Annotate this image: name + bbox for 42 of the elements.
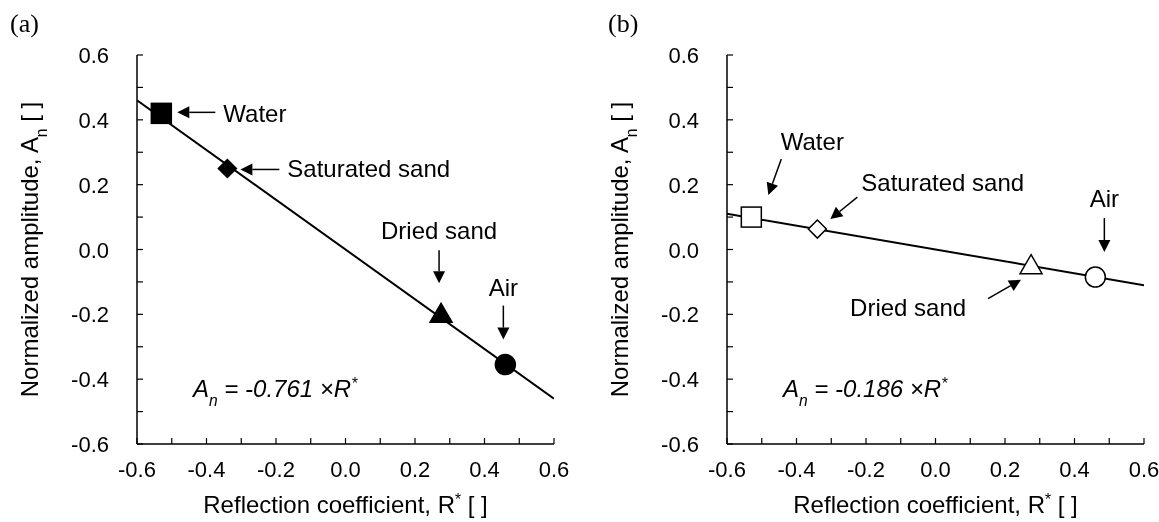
y-tick-label: -0.4 [71, 367, 109, 393]
annotation: A$_{n}$ = -0.761 ×R$^{*}$ [191, 374, 359, 409]
x-axis-title: Reflection coefficient, R$^{*}$ [ ] [203, 490, 488, 518]
annotation: A$_{n}$ = -0.186 ×R$^{*}$ [781, 374, 949, 409]
annotation: Air [1089, 185, 1120, 213]
annotation: Saturated sand [287, 155, 451, 183]
chart-title: (b) [608, 9, 639, 38]
y-tick-label: 0.6 [668, 43, 699, 68]
x-tick-label: -0.4 [777, 457, 816, 482]
x-tick-label: 0.4 [469, 457, 500, 482]
x-tick-label: -0.6 [708, 457, 746, 482]
y-tick-label: -0.2 [661, 302, 699, 328]
y-tick-label: 0.2 [668, 172, 699, 198]
y-tick-label: -0.6 [661, 432, 699, 457]
x-tick-label: 0.0 [330, 457, 361, 482]
chart-title: (a) [10, 9, 39, 38]
y-tick-label: -0.4 [661, 367, 699, 393]
x-axis-title: Reflection coefficient, R$^{*}$ [ ] [793, 490, 1078, 518]
annotation: Dried sand [850, 293, 967, 321]
x-tick-label: 0.2 [989, 457, 1021, 482]
x-tick-label: 0.0 [920, 457, 951, 482]
y-tick-label: -0.6 [71, 432, 109, 457]
y-tick-label: 0.0 [668, 237, 699, 263]
annotation: Water [780, 128, 844, 156]
y-tick-label: 0.6 [78, 43, 109, 68]
y-tick-label: 0.2 [78, 172, 109, 198]
annotation: Dried sand [381, 217, 498, 245]
annotation: Saturated sand [861, 169, 1025, 197]
annotation: Water [223, 100, 287, 128]
x-tick-label: 0.6 [538, 457, 570, 482]
y-tick-label: 0.4 [78, 107, 109, 133]
x-tick-label: 0.4 [1059, 457, 1090, 482]
x-tick-label: -0.6 [118, 457, 156, 482]
annotation: Air [488, 273, 519, 301]
x-tick-label: -0.2 [847, 457, 885, 482]
y-tick-label: 0.0 [78, 237, 109, 263]
x-tick-label: 0.2 [399, 457, 431, 482]
x-tick-label: -0.2 [257, 457, 295, 482]
x-tick-label: -0.4 [187, 457, 226, 482]
y-tick-label: 0.4 [668, 107, 699, 133]
y-tick-label: -0.2 [71, 302, 109, 328]
x-tick-label: 0.6 [1128, 457, 1159, 482]
